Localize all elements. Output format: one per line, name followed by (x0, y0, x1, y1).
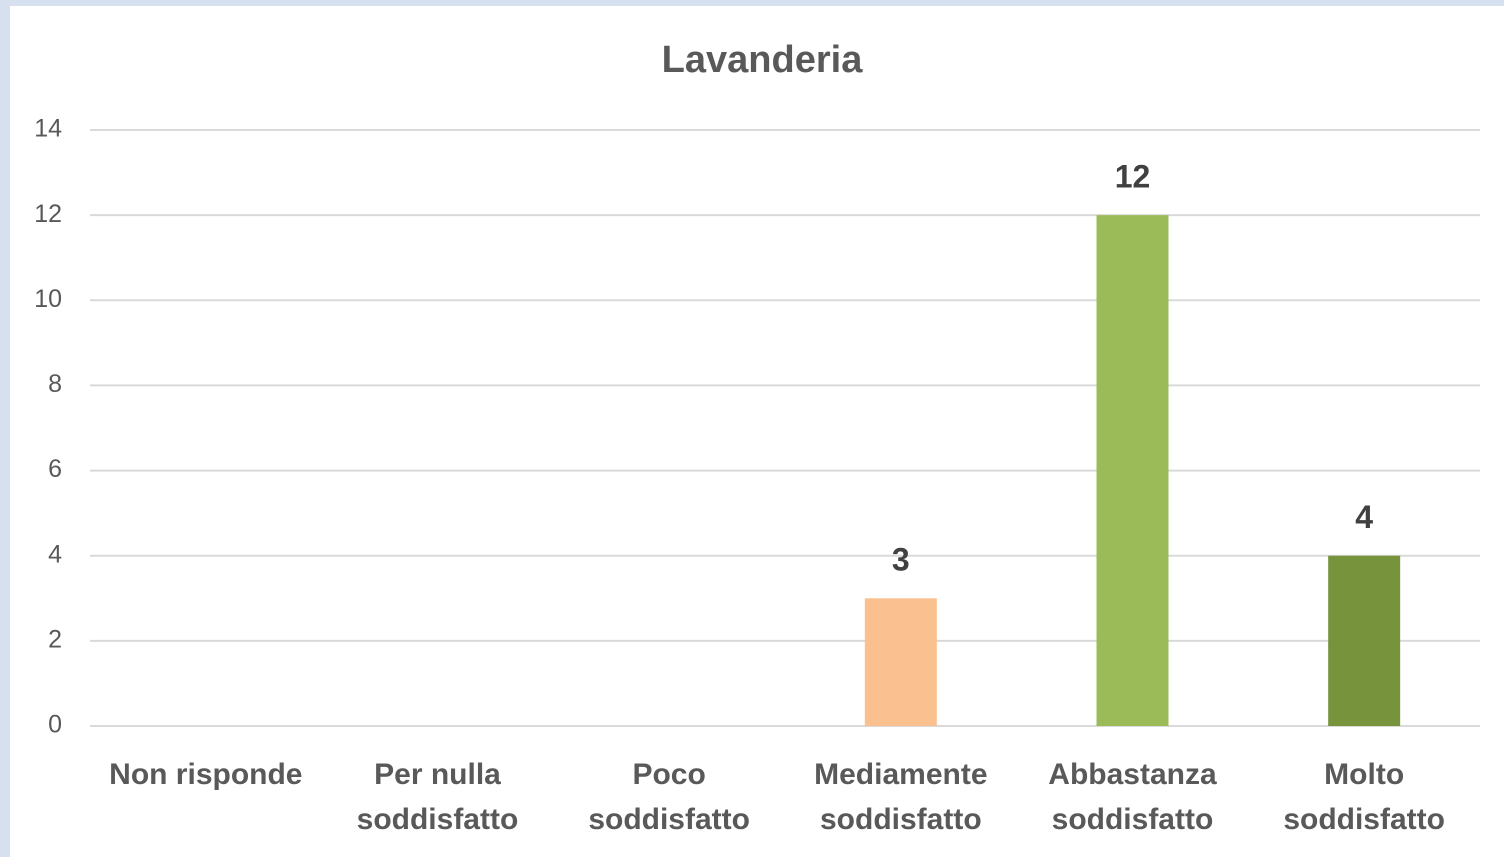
y-tick-label: 2 (48, 625, 62, 653)
x-tick-label: Mediamente soddisfatto (814, 758, 988, 836)
x-tick-label: Non risponde (109, 758, 303, 791)
y-tick-label: 6 (48, 455, 62, 483)
x-tick-label: Per nulla soddisfatto (356, 758, 519, 836)
chart-title: Lavanderia (662, 39, 864, 81)
data-label: 12 (1115, 159, 1151, 195)
y-tick-label: 14 (34, 115, 62, 143)
bar (1328, 555, 1401, 726)
y-tick-label: 0 (48, 711, 62, 739)
y-tick-label: 8 (48, 370, 62, 398)
y-tick-label: 4 (48, 540, 62, 568)
y-tick-label: 10 (34, 285, 62, 313)
bar (864, 598, 937, 726)
x-tick-label: Abbastanza soddisfatto (1048, 758, 1217, 836)
x-tick-label: Molto soddisfatto (1283, 758, 1445, 836)
y-tick-label: 12 (34, 200, 62, 228)
x-tick-label: Poco soddisfatto (588, 758, 750, 836)
data-label: 3 (892, 542, 910, 578)
bar (1096, 215, 1169, 726)
data-label: 4 (1355, 499, 1373, 535)
chart-area (10, 6, 1504, 857)
